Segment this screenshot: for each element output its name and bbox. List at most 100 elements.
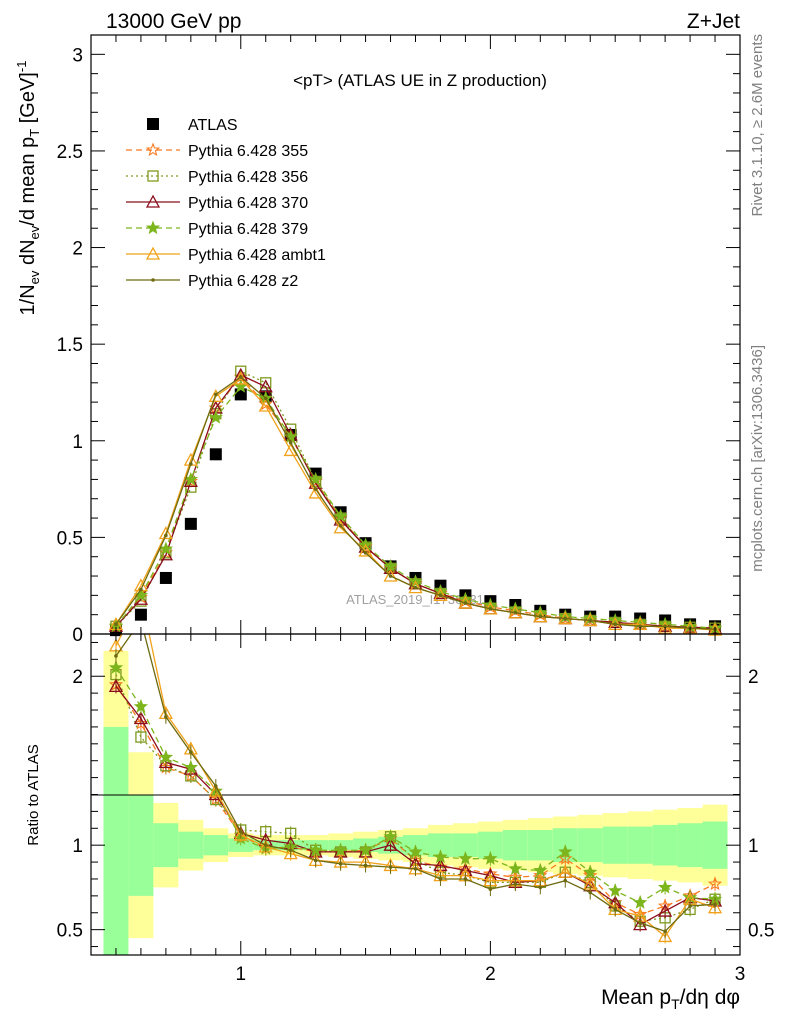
ratio-point-p370: [383, 837, 398, 851]
ratio-point-z2: [438, 877, 443, 881]
data-point-p379: [333, 508, 348, 523]
ratio-point-ambt1: [658, 929, 673, 943]
ratio-point-p379: [358, 842, 373, 857]
ratio-point-p379: [383, 829, 398, 843]
data-point-z2: [313, 487, 318, 491]
y-tick-label: 0.5: [57, 528, 83, 549]
data-point-ambt1: [258, 398, 273, 412]
ratio-point-ambt1: [283, 846, 298, 860]
ratio-point-p370: [658, 903, 673, 917]
data-point-data: [184, 517, 197, 530]
x-tick-label: 3: [735, 964, 746, 985]
series-line-p355: [115, 376, 716, 629]
rivet-label: Rivet 3.1.10, ≥ 2.6M events: [749, 34, 766, 217]
data-point-data: [209, 448, 222, 461]
data-point-z2: [463, 601, 468, 605]
ratio-point-z2: [638, 921, 642, 925]
data-point-z2: [189, 462, 193, 466]
ratio-point-z2: [238, 829, 243, 834]
legend-label: Pythia 6.428 z2: [188, 273, 298, 290]
legend-marker: [145, 246, 161, 260]
ratio-point-z2: [713, 902, 717, 907]
ratio-point-z2: [663, 929, 667, 934]
data-point-z2: [263, 396, 268, 401]
y-tick-label: 3: [72, 45, 83, 66]
data-point-z2: [238, 375, 243, 379]
ratio-point-p379: [583, 864, 598, 879]
data-point-z2: [413, 585, 418, 590]
data-point-ambt1: [333, 520, 348, 534]
ratio-series-z2: [114, 634, 717, 939]
ratio-band-inner: [153, 823, 179, 868]
ratio-line-z2: [115, 634, 716, 933]
y-tick-label: 2: [72, 239, 83, 260]
mcplots-label: mcplots.cern.ch [arXiv:1306.3436]: [749, 345, 766, 572]
ratio-line-p356: [115, 674, 716, 922]
data-point-z2: [114, 622, 118, 627]
plot-title: <pT> (ATLAS UE in Z production): [293, 71, 547, 90]
data-point-z2: [164, 533, 168, 538]
ratio-point-z2: [513, 882, 518, 886]
energy-label: 13000 GeV pp: [106, 10, 241, 33]
data-point-z2: [214, 392, 218, 397]
legend-label: Pythia 6.428 379: [188, 221, 308, 238]
x-tick-label: 2: [485, 964, 496, 985]
series-z2: [114, 375, 717, 631]
ratio-line-ambt1: [115, 634, 716, 938]
data-point-p379: [208, 410, 223, 424]
ratio-point-p379: [483, 851, 498, 865]
ratio-point-z2: [114, 654, 118, 658]
legend-marker: [145, 142, 161, 157]
ratio-point-p379: [183, 760, 199, 774]
data-point-ambt1: [408, 580, 423, 594]
ratio-series-p355: [108, 677, 723, 922]
ratio-point-p355: [558, 851, 573, 865]
ratio-point-p379: [632, 895, 648, 909]
ratio-y-tick-label: 0.5: [57, 921, 83, 942]
legend: ATLAS Pythia 6.428 355 Pythia 6.428 356 Pyt…: [126, 117, 326, 290]
data-point-z2: [288, 440, 293, 445]
ratio-point-z2: [488, 887, 493, 891]
data-point-ambt1: [208, 388, 223, 402]
data-point-z2: [538, 614, 543, 619]
legend-item-p356: Pythia 6.428 356: [126, 169, 308, 186]
legend-item-data: ATLAS: [147, 117, 238, 134]
data-point-data: [159, 571, 172, 584]
ratio-point-p379: [333, 842, 348, 857]
ratio-point-p379: [108, 660, 124, 674]
legend-marker: [151, 278, 155, 282]
ratio-series-p356: [110, 667, 721, 929]
ratio-series-ambt1: [108, 634, 723, 944]
ratio-band-inner: [427, 833, 453, 858]
ratio-band-inner: [178, 831, 204, 859]
data-point-z2: [613, 622, 617, 627]
y-tick-label: 0: [72, 625, 83, 646]
legend-item-p379: Pythia 6.428 379: [126, 220, 308, 238]
ratio-band-inner: [652, 824, 678, 866]
ratio-point-p379: [158, 749, 174, 764]
y-tick-label: 2.5: [57, 142, 83, 163]
ratio-point-p379: [508, 861, 523, 875]
ratio-line-p355: [115, 684, 716, 916]
ratio-y-tick-label-right: 0.5: [748, 921, 774, 942]
ratio-point-z2: [388, 865, 393, 869]
ratio-point-z2: [413, 867, 418, 871]
ratio-point-ambt1: [233, 827, 248, 841]
data-point-z2: [488, 607, 493, 611]
ratio-point-p356: [135, 731, 147, 743]
ratio-point-z2: [288, 848, 293, 853]
ratio-point-z2: [189, 750, 193, 755]
legend-label: Pythia 6.428 356: [188, 169, 308, 186]
legend-item-p370: Pythia 6.428 370: [126, 194, 308, 212]
legend-label: Pythia 6.428 ambt1: [188, 247, 326, 264]
ratio-line-p370: [115, 686, 716, 926]
series-line-p370: [115, 374, 716, 629]
legend-marker: [145, 220, 161, 235]
main-panel: <pT> (ATLAS UE in Z production) ATLAS_20…: [14, 34, 741, 646]
data-point-z2: [338, 523, 343, 528]
data-point-ambt1: [383, 568, 398, 582]
ratio-point-p379: [433, 849, 448, 864]
ratio-point-p379: [308, 842, 323, 857]
legend-item-p355: Pythia 6.428 355: [126, 142, 308, 160]
